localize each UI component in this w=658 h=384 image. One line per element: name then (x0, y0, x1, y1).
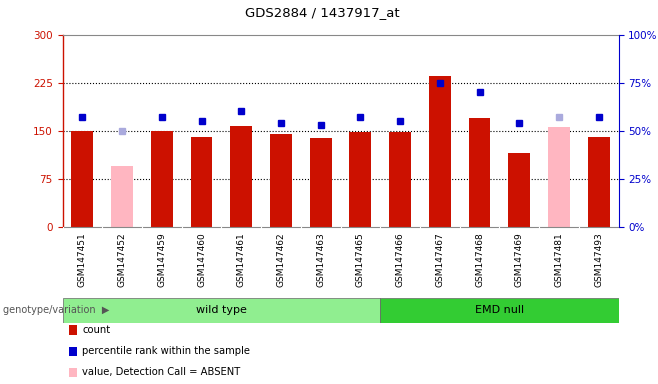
Text: GSM147493: GSM147493 (594, 232, 603, 287)
Bar (380, 298, 619, 323)
Bar (63, 298, 380, 323)
Bar (349, 132, 371, 227)
Text: GSM147466: GSM147466 (395, 232, 405, 287)
Text: GSM147459: GSM147459 (157, 232, 166, 287)
Text: GSM147465: GSM147465 (356, 232, 365, 287)
Text: genotype/variation  ▶: genotype/variation ▶ (3, 305, 110, 315)
Bar (151, 131, 172, 227)
Text: GSM147467: GSM147467 (436, 232, 444, 287)
Bar (468, 118, 490, 227)
Text: wild type: wild type (196, 305, 247, 315)
Bar (111, 166, 133, 227)
Bar (509, 153, 530, 227)
Text: EMD null: EMD null (475, 305, 524, 315)
Text: count: count (82, 325, 111, 335)
Bar (429, 76, 451, 227)
Text: GDS2884 / 1437917_at: GDS2884 / 1437917_at (245, 6, 399, 19)
Text: GSM147460: GSM147460 (197, 232, 206, 287)
Text: GSM147468: GSM147468 (475, 232, 484, 287)
Bar (270, 134, 292, 227)
Text: percentile rank within the sample: percentile rank within the sample (82, 346, 250, 356)
Bar (72, 131, 93, 227)
Bar (191, 137, 213, 227)
Text: GSM147481: GSM147481 (555, 232, 563, 287)
Bar (310, 138, 332, 227)
Text: GSM147462: GSM147462 (276, 232, 286, 287)
Text: GSM147452: GSM147452 (118, 232, 126, 287)
Bar (230, 126, 252, 227)
Bar (588, 137, 609, 227)
Text: GSM147451: GSM147451 (78, 232, 87, 287)
Text: GSM147469: GSM147469 (515, 232, 524, 287)
Text: value, Detection Call = ABSENT: value, Detection Call = ABSENT (82, 367, 241, 377)
Text: GSM147461: GSM147461 (237, 232, 245, 287)
Text: GSM147463: GSM147463 (316, 232, 325, 287)
Bar (548, 127, 570, 227)
Bar (389, 132, 411, 227)
